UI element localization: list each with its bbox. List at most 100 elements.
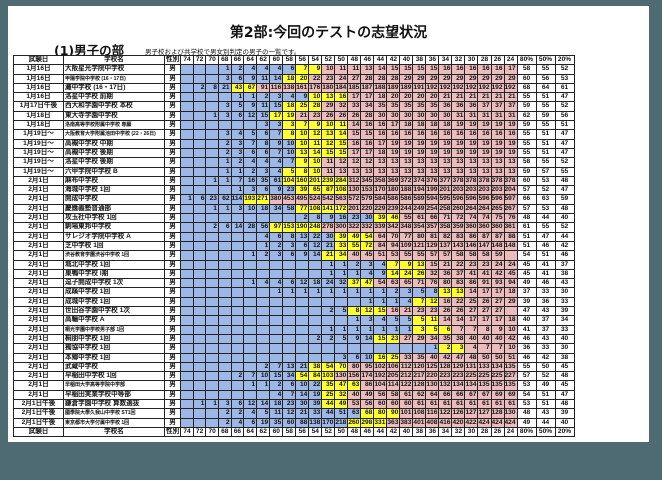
percentile-cell: 59 bbox=[554, 194, 575, 205]
count-cell: 18 bbox=[269, 398, 284, 410]
school-name-cell: 大阪星光学院中学校 bbox=[63, 64, 165, 75]
count-cell bbox=[180, 259, 194, 270]
count-cell: 153 bbox=[282, 222, 297, 233]
count-cell: 4 bbox=[282, 92, 297, 103]
count-cell bbox=[192, 380, 207, 391]
count-cell: 15 bbox=[425, 259, 440, 270]
sex-cell: 男 bbox=[163, 250, 182, 261]
section-title: (1)男子の部 bbox=[54, 43, 125, 58]
count-cell: 1 bbox=[256, 240, 271, 252]
count-cell: 60 bbox=[386, 398, 401, 410]
exam-date-cell: 2月1日 bbox=[13, 268, 64, 280]
count-cell: 3 bbox=[282, 120, 297, 131]
count-cell: 14 bbox=[347, 120, 362, 131]
count-cell: 27 bbox=[399, 333, 414, 345]
count-cell bbox=[230, 213, 245, 224]
count-cell bbox=[321, 315, 336, 326]
count-cell: 217 bbox=[412, 371, 427, 382]
count-cell: 61 bbox=[490, 398, 505, 410]
count-cell: 377 bbox=[438, 175, 453, 187]
school-name-cell: 高輪中学校 A bbox=[63, 315, 165, 326]
count-cell: 26 bbox=[321, 110, 336, 122]
count-cell: 29 bbox=[503, 296, 518, 308]
count-cell bbox=[180, 166, 194, 177]
count-cell: 28 bbox=[308, 101, 323, 112]
count-cell: 28 bbox=[386, 73, 401, 84]
count-cell: 6 bbox=[230, 73, 245, 84]
school-name-cell: 甲陽学院中学校 (16・17日) bbox=[63, 73, 165, 84]
percentile-cell: 36 bbox=[516, 343, 537, 354]
percentile-cell: 33 bbox=[554, 296, 575, 308]
count-cell: 18 bbox=[503, 315, 518, 326]
table-row: 2月1日 巣鴨中学校 Ⅰ期男 1 1 1 4 9 14 24 26 32 36 37 41 41 42 45 45… bbox=[13, 268, 575, 280]
count-cell: 86 bbox=[464, 278, 479, 289]
count-cell: 35 bbox=[386, 101, 401, 112]
percentile-cell: 43 bbox=[535, 333, 556, 345]
percentile-cell: 40 bbox=[554, 417, 575, 428]
count-cell: 23 bbox=[321, 73, 336, 84]
count-cell: 170 bbox=[373, 185, 388, 196]
percentile-cell: 57 bbox=[516, 185, 537, 196]
count-cell: 10 bbox=[282, 138, 297, 149]
count-cell: 29 bbox=[399, 73, 414, 84]
count-cell: 271 bbox=[256, 194, 271, 205]
count-cell bbox=[308, 315, 323, 326]
count-cell bbox=[205, 157, 219, 168]
count-cell bbox=[217, 185, 232, 196]
count-cell: 258 bbox=[438, 203, 453, 215]
count-cell: 21 bbox=[477, 92, 492, 103]
count-cell: 7 bbox=[412, 296, 427, 308]
count-cell: 58 bbox=[282, 203, 297, 215]
count-cell: 57 bbox=[438, 250, 453, 261]
count-cell: 19 bbox=[477, 147, 492, 159]
count-cell: 109 bbox=[399, 240, 414, 252]
count-cell bbox=[230, 333, 245, 345]
header-score: 52 bbox=[321, 426, 336, 438]
table-row: 2月1日 駒場東邦中学校男 2 6 14 28 56 97 153 190 248 278 300 322… bbox=[13, 222, 575, 233]
exam-date-cell: 2月1日 bbox=[13, 175, 64, 187]
count-cell: 108 bbox=[334, 185, 349, 196]
percentile-cell: 33 bbox=[535, 343, 556, 354]
count-cell bbox=[205, 213, 219, 224]
count-cell: 16 bbox=[373, 120, 388, 131]
school-name-cell: 洛星中学校 前期 bbox=[63, 92, 165, 103]
count-cell: 38 bbox=[451, 333, 466, 345]
count-cell: 212 bbox=[399, 371, 414, 382]
sex-cell: 男 bbox=[163, 110, 182, 122]
count-cell: 13 bbox=[464, 157, 479, 168]
count-cell bbox=[295, 305, 310, 317]
count-cell: 5 bbox=[386, 315, 401, 326]
count-cell bbox=[205, 315, 219, 326]
count-cell: 13 bbox=[360, 166, 375, 177]
percentile-cell: 59 bbox=[535, 110, 556, 122]
count-cell: 40 bbox=[425, 352, 440, 363]
count-cell: 369 bbox=[386, 175, 401, 187]
school-name-cell: 成城中学校 1回 bbox=[63, 296, 165, 308]
percentile-cell: 45 bbox=[516, 268, 537, 280]
count-cell: 61 bbox=[399, 389, 414, 401]
count-cell: 7 bbox=[464, 324, 479, 335]
count-cell bbox=[217, 352, 232, 363]
percentile-cell: 43 bbox=[535, 408, 556, 419]
count-cell: 122 bbox=[399, 380, 414, 391]
count-cell: 116 bbox=[269, 82, 284, 94]
count-cell: 39 bbox=[334, 231, 349, 242]
count-cell bbox=[192, 278, 207, 289]
header-score: 74 bbox=[180, 426, 194, 438]
count-cell: 74 bbox=[477, 213, 492, 224]
percentile-cell: 55 bbox=[516, 147, 537, 159]
count-cell: 13 bbox=[438, 157, 453, 168]
count-cell: 3 bbox=[269, 120, 284, 131]
count-cell bbox=[205, 417, 219, 428]
percentile-cell: 38 bbox=[554, 352, 575, 363]
count-cell: 20 bbox=[412, 92, 427, 103]
count-cell: 4 bbox=[256, 157, 271, 168]
count-cell: 53 bbox=[347, 398, 362, 410]
count-cell: 194 bbox=[412, 185, 427, 196]
count-cell: 24 bbox=[334, 73, 349, 84]
count-cell bbox=[269, 324, 284, 335]
count-cell: 6 bbox=[256, 129, 271, 140]
count-cell: 1 bbox=[230, 92, 245, 103]
count-cell: 17 bbox=[490, 287, 505, 298]
count-cell bbox=[295, 324, 310, 335]
